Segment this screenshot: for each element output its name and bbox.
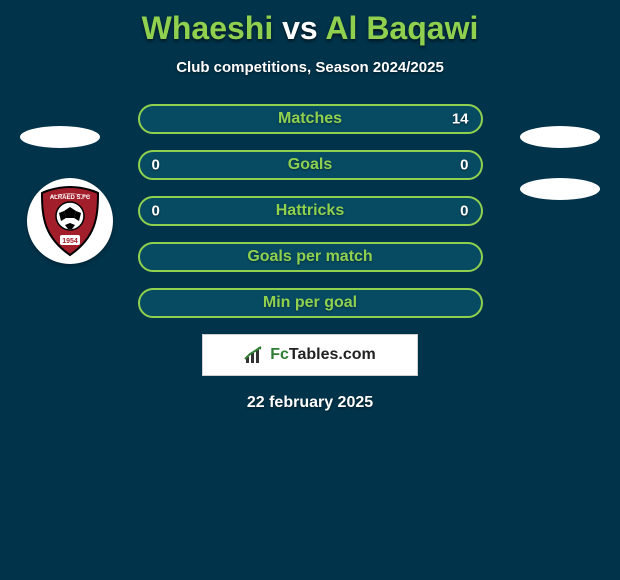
- stat-row-hattricks: 0 Hattricks 0: [138, 196, 483, 226]
- ellipse-top-right: [520, 126, 600, 148]
- stat-row-goals-per-match: Goals per match: [138, 242, 483, 272]
- ellipse-top-left: [20, 126, 100, 148]
- stat-left-value: 0: [152, 203, 160, 220]
- brand-rest: Tables.com: [289, 346, 376, 363]
- stat-right-value: 0: [460, 157, 468, 174]
- page-title: Whaeshi vs Al Baqawi: [0, 0, 620, 47]
- badge-year: 1954: [62, 238, 78, 245]
- club-badge-left: ALRAED S.FC 1954: [27, 178, 113, 264]
- badge-top-text: ALRAED S.FC: [50, 195, 91, 201]
- stat-row-min-per-goal: Min per goal: [138, 288, 483, 318]
- brand-box: FcTables.com: [202, 334, 418, 376]
- stat-right-value: 14: [452, 111, 469, 128]
- stat-label: Min per goal: [263, 294, 357, 312]
- stat-label: Hattricks: [276, 202, 344, 220]
- title-vs: vs: [282, 10, 318, 46]
- bar-chart-icon: [244, 345, 266, 365]
- stat-right-value: 0: [460, 203, 468, 220]
- brand-prefix: Fc: [270, 346, 289, 363]
- stat-row-goals: 0 Goals 0: [138, 150, 483, 180]
- title-player-left: Whaeshi: [142, 10, 274, 46]
- brand-text: FcTables.com: [270, 346, 376, 364]
- ellipse-mid-right: [520, 178, 600, 200]
- stat-left-value: 0: [152, 157, 160, 174]
- stat-label: Goals: [288, 156, 332, 174]
- stat-row-matches: Matches 14: [138, 104, 483, 134]
- stat-label: Matches: [278, 110, 342, 128]
- shield-icon: ALRAED S.FC 1954: [32, 183, 108, 259]
- date-text: 22 february 2025: [0, 394, 620, 412]
- stat-label: Goals per match: [247, 248, 372, 266]
- subtitle: Club competitions, Season 2024/2025: [0, 59, 620, 76]
- title-player-right: Al Baqawi: [325, 10, 478, 46]
